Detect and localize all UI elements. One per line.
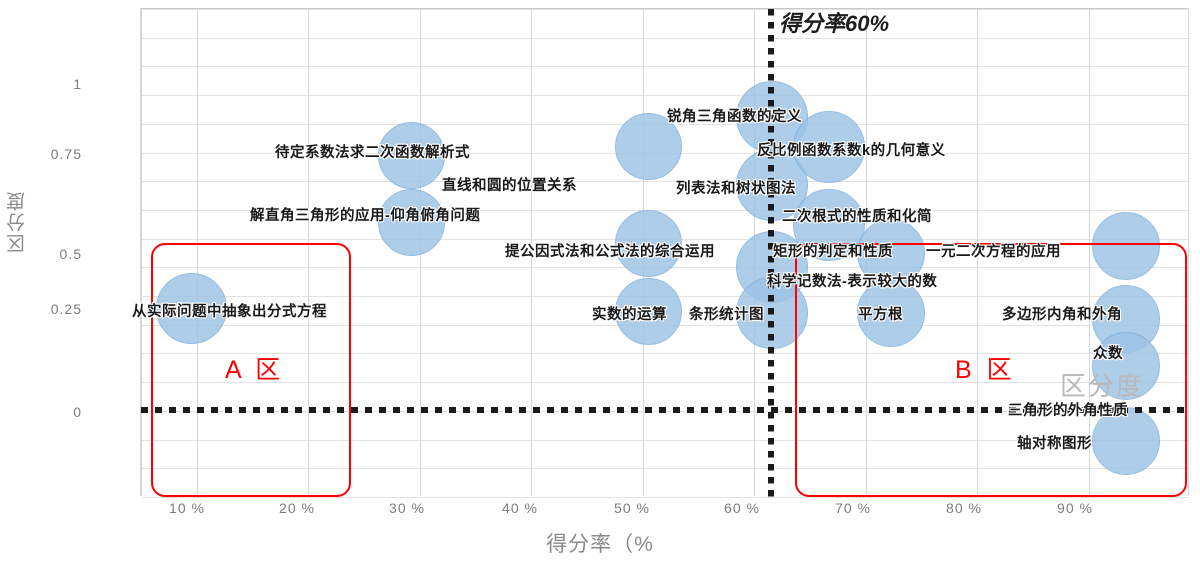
bubble-fanbili-hanshu[interactable]: [793, 111, 865, 183]
label-daiding-xishu: 待定系数法求二次函数解析式: [275, 145, 470, 161]
bubble-pingfanggen[interactable]: [857, 279, 925, 347]
label-liebiaofa: 列表法和树状图法: [676, 181, 796, 197]
label-fanbili-hanshu: 反比例函数系数k的几何意义: [757, 143, 946, 159]
y-axis-tick-4: 0: [73, 404, 82, 420]
gridline-horizontal: [141, 66, 1188, 67]
gridline-horizontal: [141, 181, 1188, 182]
label-zhouduichen: 轴对称图形: [1017, 436, 1092, 452]
x-axis-tick-8: 90 %: [1057, 500, 1093, 516]
gridline-vertical: [308, 9, 309, 496]
zero-reference-line: [141, 407, 1189, 413]
y-axis-title: 区分度: [7, 190, 28, 253]
label-fenshi-fangcheng: 从实际问题中抽象出分式方程: [132, 304, 327, 320]
label-duobianxing: 多边形内角和外角: [1002, 307, 1122, 323]
label-tiaoxing-tongjitu: 条形统计图: [689, 307, 764, 323]
bubble-jie-zhijiao[interactable]: [615, 113, 682, 180]
bubble-shishu-yunsuan[interactable]: [615, 278, 682, 345]
x-axis-tick-0: 10 %: [169, 500, 205, 516]
region-b-tag: B 区: [955, 356, 1016, 384]
label-pingfanggen: 平方根: [858, 307, 903, 323]
bubble-juxing-pandingxz[interactable]: [793, 189, 865, 261]
sixty-percent-reference-line: [768, 9, 774, 497]
label-zhongshu: 众数: [1093, 346, 1123, 362]
bubble-fenshi-fangcheng[interactable]: [156, 273, 227, 344]
region-a-box: [151, 243, 351, 497]
region-a-tag: A 区: [225, 356, 285, 384]
label-jie-zhijiao: 解直角三角形的应用-仰角俯角问题: [250, 208, 481, 224]
x-axis-tick-4: 50 %: [614, 500, 650, 516]
bubble-zhixian-yuan[interactable]: [378, 189, 445, 256]
gridline-horizontal: [141, 95, 1188, 96]
y-axis-tick-2: 0.5: [59, 246, 82, 262]
gridline-vertical: [531, 9, 532, 496]
gridline-horizontal: [141, 210, 1188, 211]
bubble-zhongshu[interactable]: [1092, 332, 1160, 400]
plot-area: [140, 8, 1189, 498]
gridline-horizontal: [141, 9, 1188, 10]
gridline-vertical: [1188, 9, 1189, 496]
label-juxing-pandingxz: 矩形的判定和性质: [773, 244, 893, 260]
label-kexue-jishufa: 科学记数法-表示较大的数: [767, 274, 938, 290]
gridline-horizontal: [141, 382, 1188, 383]
label-shishu-yunsuan: 实数的运算: [592, 307, 667, 323]
y-axis-tick-0: 1: [73, 76, 82, 92]
x-axis-tick-7: 80 %: [946, 500, 982, 516]
bubble-daiding-xishu[interactable]: [378, 122, 445, 189]
x-axis-tick-2: 30 %: [389, 500, 425, 516]
gridline-horizontal: [141, 440, 1188, 441]
x-axis-tick-1: 20 %: [279, 500, 315, 516]
gridline-vertical: [977, 9, 978, 496]
bubble-sanjiaoxing-waijiao[interactable]: [1092, 407, 1160, 475]
bubble-tigongyinshi[interactable]: [615, 210, 682, 277]
bubble-kexue-jishufa[interactable]: [857, 219, 925, 287]
gridline-vertical: [1089, 9, 1090, 496]
discrimination-watermark: 区分度: [1060, 371, 1145, 401]
x-axis-tick-5: 60 %: [724, 500, 760, 516]
gridline-vertical: [197, 9, 198, 496]
y-axis-tick-1: 0.75: [50, 146, 82, 162]
sixty-percent-annotation-label: 得分率60%: [779, 11, 890, 36]
x-axis-tick-3: 40 %: [502, 500, 538, 516]
bubble-yiyuan-erci[interactable]: [1092, 212, 1160, 280]
x-axis-title: 得分率（%: [546, 533, 654, 556]
gridline-horizontal: [141, 38, 1188, 39]
y-axis-tick-3: 0.25: [50, 301, 82, 317]
gridline-horizontal: [141, 497, 1188, 498]
x-axis-tick-6: 70 %: [835, 500, 871, 516]
label-erci-genshi: 二次根式的性质和化简: [782, 209, 932, 225]
label-sanjiaoxing-waijiao: 三角形的外角性质: [1008, 403, 1128, 419]
gridline-horizontal: [141, 353, 1188, 354]
gridline-horizontal: [141, 468, 1188, 469]
label-ruijiao-sanjiao: 锐角三角函数的定义: [667, 109, 802, 125]
label-zhixian-yuan: 直线和圆的位置关系: [442, 178, 577, 194]
label-tigongyinshi: 提公因式法和公式法的综合运用: [505, 244, 715, 260]
region-b-box: [795, 243, 1187, 497]
gridline-vertical: [141, 9, 142, 496]
label-yiyuan-erci: 一元二次方程的应用: [926, 244, 1061, 260]
